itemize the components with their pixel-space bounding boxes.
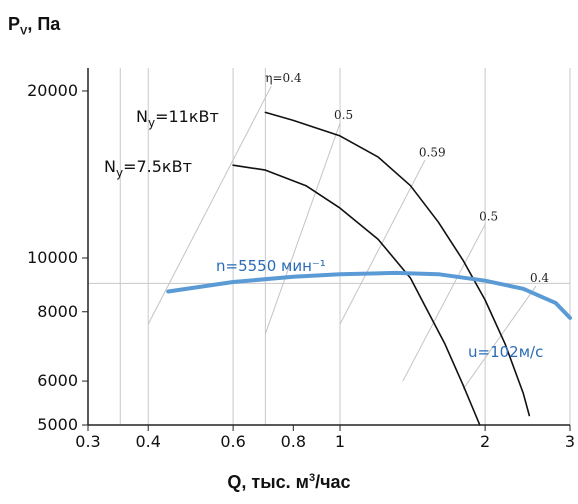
efficiency-label-0: η=0.4 xyxy=(265,71,302,85)
speed-label: n=5550 мин⁻¹ xyxy=(216,257,326,275)
velocity-label: u=102м/с xyxy=(468,343,543,361)
y-tick-label-3: 10000 xyxy=(27,248,78,267)
x-axis-label: Q, тыс. м3/час xyxy=(227,472,351,492)
efficiency-label-2: 0.59 xyxy=(419,145,446,159)
x-tick-label-5: 2 xyxy=(480,432,490,451)
efficiency-line-3 xyxy=(402,224,486,382)
efficiency-line-1 xyxy=(264,122,341,334)
x-tick-label-4: 1 xyxy=(335,432,345,451)
x-tick-label-3: 0.8 xyxy=(281,432,306,451)
x-tick-label-6: 3 xyxy=(565,432,575,451)
grid-lines xyxy=(88,68,571,425)
efficiency-lines: η=0.4 0.5 0.59 0.5 0.4 xyxy=(147,71,549,390)
series-line-1 xyxy=(232,164,481,426)
chart-axes xyxy=(87,68,570,426)
y-tick-label-1: 6000 xyxy=(37,371,78,390)
efficiency-label-4: 0.4 xyxy=(530,271,549,285)
x-tick-label-0: 0.3 xyxy=(75,432,100,451)
chart-series xyxy=(166,111,572,426)
efficiency-line-4 xyxy=(462,285,537,390)
chart-annotations: Ny=11кВт Ny=7.5кВт n=5550 мин⁻¹ u=102м/с xyxy=(104,107,543,361)
series-line-2 xyxy=(166,270,572,320)
efficiency-label-3: 0.5 xyxy=(479,209,498,223)
y-tick-label-4: 20000 xyxy=(27,81,78,100)
series-line-0 xyxy=(264,111,531,417)
y-tick-label-0: 5000 xyxy=(37,415,78,434)
x-tick-label-1: 0.4 xyxy=(135,432,160,451)
axis-ticks: 0.3 0.4 0.6 0.8 1 2 3 5000 6000 8000 10000 20000 xyxy=(27,81,575,451)
power-7-5kw-label: Ny=7.5кВт xyxy=(104,157,192,180)
efficiency-line-2 xyxy=(339,160,426,325)
y-axis-label: PV, Па xyxy=(8,14,61,38)
efficiency-label-1: 0.5 xyxy=(334,108,353,122)
x-tick-label-2: 0.6 xyxy=(220,432,245,451)
y-tick-label-2: 8000 xyxy=(37,302,78,321)
power-11kw-label: Ny=11кВт xyxy=(136,107,219,130)
efficiency-line-0 xyxy=(147,85,272,325)
